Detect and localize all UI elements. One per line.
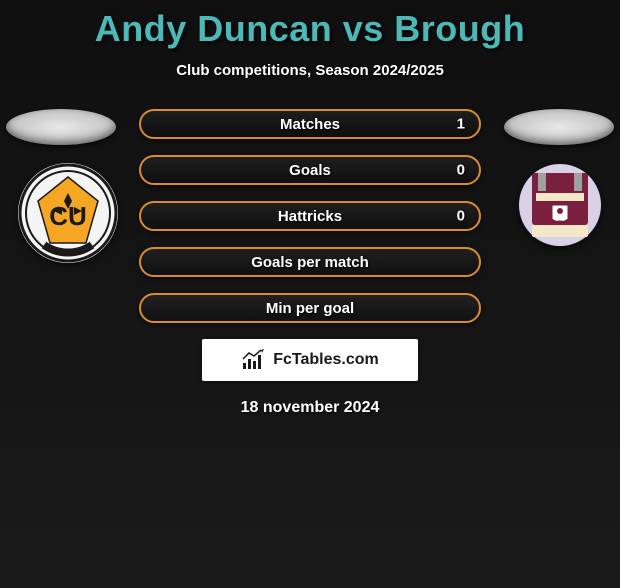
club-badge-left: CU — [18, 163, 118, 263]
player-left-placeholder — [6, 109, 116, 145]
comparison-panel: CU Matches 1 Goals 0 Hatt — [0, 109, 620, 417]
club-badge-right — [518, 163, 602, 247]
stat-row-min-per-goal: Min per goal — [139, 293, 481, 323]
date-label: 18 november 2024 — [0, 399, 620, 417]
stat-row-goals-per-match: Goals per match — [139, 247, 481, 277]
stat-label: Goals — [289, 162, 331, 179]
stat-row-hattricks: Hattricks 0 — [139, 201, 481, 231]
page-title: Andy Duncan vs Brough — [0, 8, 620, 50]
stat-value-right: 0 — [457, 208, 465, 225]
stat-value-right: 0 — [457, 162, 465, 179]
stat-rows: Matches 1 Goals 0 Hattricks 0 Goals per … — [139, 109, 481, 323]
brand-label: FcTables.com — [273, 351, 379, 369]
stat-label: Hattricks — [278, 208, 342, 225]
subtitle: Club competitions, Season 2024/2025 — [0, 62, 620, 79]
chart-icon — [241, 349, 267, 371]
stat-row-matches: Matches 1 — [139, 109, 481, 139]
player-right-placeholder — [504, 109, 614, 145]
stat-label: Matches — [280, 116, 340, 133]
club-badge-left-letters: CU — [49, 201, 87, 231]
stat-value-right: 1 — [457, 116, 465, 133]
brand-box[interactable]: FcTables.com — [202, 339, 418, 381]
stat-label: Min per goal — [266, 300, 354, 317]
stat-row-goals: Goals 0 — [139, 155, 481, 185]
stat-label: Goals per match — [251, 254, 369, 271]
